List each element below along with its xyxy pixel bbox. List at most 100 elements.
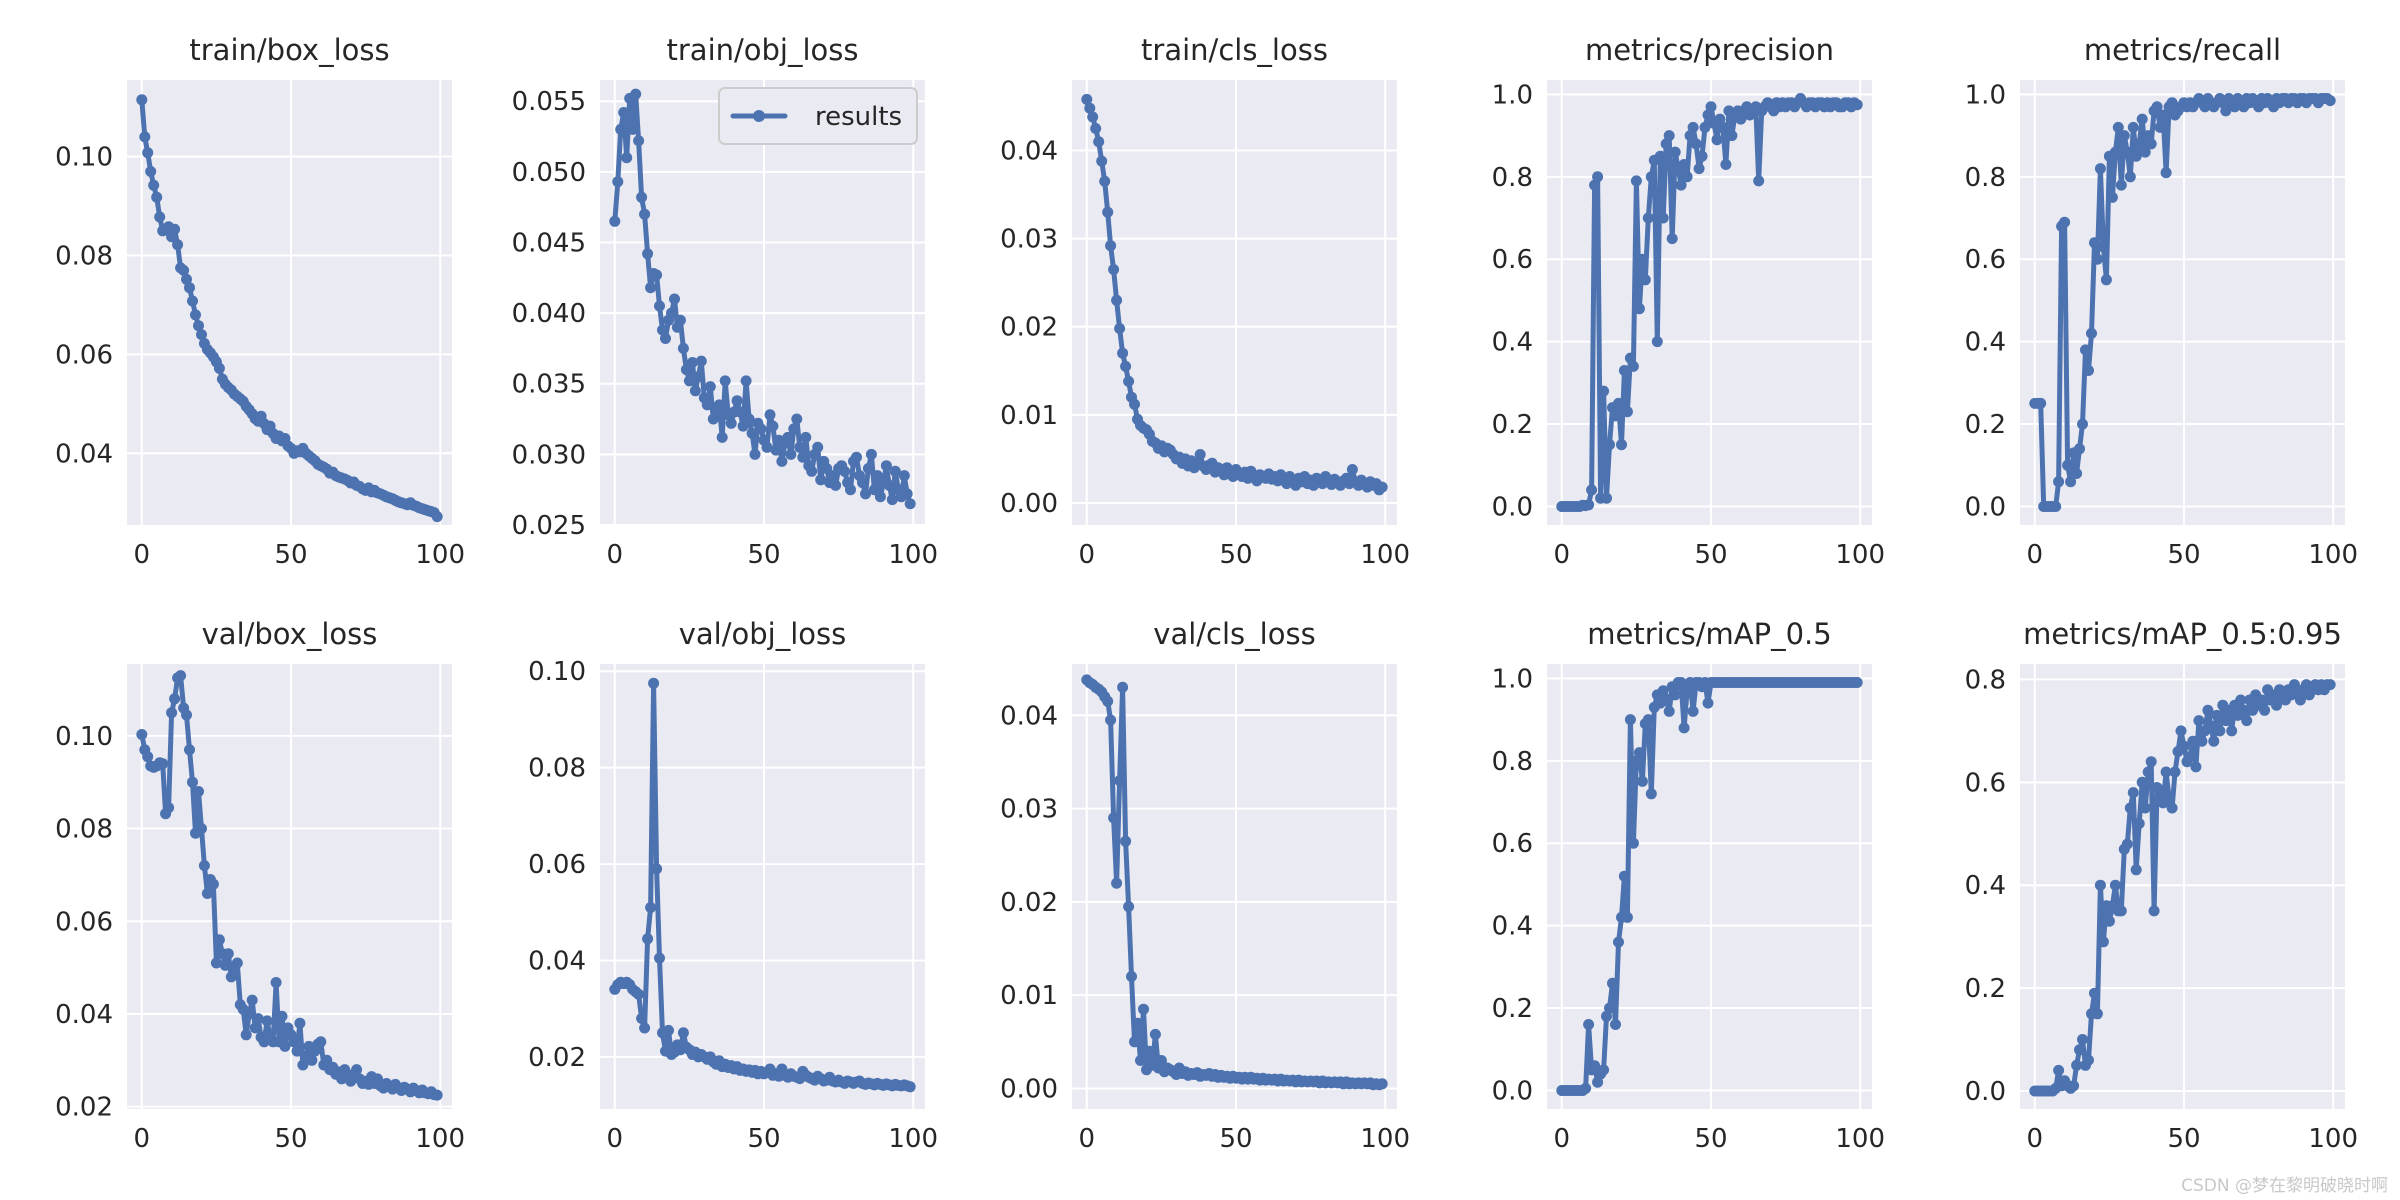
data-point xyxy=(761,441,773,453)
data-point xyxy=(1123,901,1135,913)
data-point xyxy=(2211,709,2223,721)
data-point xyxy=(1376,1078,1388,1090)
data-point xyxy=(315,1036,327,1048)
data-point xyxy=(1093,136,1105,148)
data-point xyxy=(627,123,639,135)
data-point xyxy=(674,314,686,326)
data-point xyxy=(630,88,642,100)
data-point xyxy=(1111,877,1123,889)
data-point xyxy=(190,309,201,321)
data-point xyxy=(2068,1080,2080,1092)
data-point xyxy=(288,1036,300,1048)
data-point xyxy=(201,888,213,899)
y-tick-label: 0.6 xyxy=(1965,768,2006,798)
data-point xyxy=(1114,775,1126,787)
data-point xyxy=(1589,1060,1601,1072)
data-point xyxy=(618,107,630,118)
data-point xyxy=(2256,694,2268,706)
data-point xyxy=(2091,253,2103,265)
y-tick-label: 0.06 xyxy=(55,907,113,937)
data-point xyxy=(2124,171,2136,183)
data-point xyxy=(291,1045,303,1057)
data-point xyxy=(2139,802,2151,814)
data-point xyxy=(689,385,701,397)
data-point xyxy=(196,329,207,341)
y-tick-label: 0.02 xyxy=(1000,888,1058,918)
subplot-title: metrics/mAP_0.5:0.95 xyxy=(2023,617,2342,651)
data-point xyxy=(746,427,758,439)
data-point xyxy=(749,448,761,460)
subplot-title: train/cls_loss xyxy=(1141,33,1328,67)
data-point xyxy=(734,406,746,418)
y-tick-label: 0.10 xyxy=(55,722,113,752)
y-tick-label: 0.030 xyxy=(512,440,586,470)
x-tick-label: 50 xyxy=(274,1124,307,1154)
data-point xyxy=(2157,109,2169,121)
data-point xyxy=(1580,1082,1592,1094)
data-point xyxy=(782,431,794,443)
data-point xyxy=(1687,705,1699,717)
data-point xyxy=(187,295,198,307)
data-point xyxy=(169,223,181,235)
data-point xyxy=(157,758,169,770)
data-point xyxy=(901,488,913,500)
data-point xyxy=(166,707,178,719)
data-point xyxy=(677,1027,689,1039)
subplot-0: 0 50 100 0.04 0.06 0.08 0.10 train/box_loss xyxy=(55,33,465,570)
data-point xyxy=(2154,787,2166,799)
y-tick-label: 1.0 xyxy=(1965,80,2006,110)
y-tick-label: 0.01 xyxy=(1000,981,1058,1011)
data-point xyxy=(1111,294,1123,306)
data-point xyxy=(306,1054,318,1066)
y-tick-label: 0.02 xyxy=(1000,313,1058,343)
data-point xyxy=(1717,121,1729,133)
data-point xyxy=(2071,1059,2083,1071)
data-point xyxy=(1627,837,1639,849)
data-point xyxy=(163,802,175,814)
subplot-title: metrics/precision xyxy=(1585,33,1834,67)
data-point xyxy=(2094,163,2106,175)
data-point xyxy=(231,957,243,969)
y-tick-label: 0.00 xyxy=(1000,489,1058,519)
data-point xyxy=(1696,150,1708,162)
data-point xyxy=(169,693,181,705)
data-point xyxy=(839,465,851,477)
data-point xyxy=(1627,360,1639,372)
data-point xyxy=(2097,936,2109,948)
data-point xyxy=(1604,1002,1615,1014)
data-point xyxy=(243,1008,255,1020)
plot-area xyxy=(600,80,925,525)
y-tick-label: 0.08 xyxy=(528,754,586,784)
data-point xyxy=(2074,443,2085,455)
data-point xyxy=(862,463,874,474)
data-point xyxy=(2175,725,2187,737)
legend-box xyxy=(718,87,918,145)
data-point xyxy=(279,1040,291,1052)
data-point xyxy=(2080,344,2091,356)
data-point xyxy=(1660,693,1672,705)
subplot-title: val/box_loss xyxy=(202,617,378,651)
data-point xyxy=(657,324,668,336)
data-point xyxy=(663,1024,674,1036)
data-point xyxy=(175,670,187,682)
data-point xyxy=(2139,146,2151,158)
data-point xyxy=(1663,705,1675,717)
data-point xyxy=(1711,134,1723,146)
x-tick-label: 0 xyxy=(133,540,150,570)
data-point xyxy=(1753,175,1765,187)
data-point xyxy=(2097,241,2109,253)
data-point xyxy=(172,239,184,251)
data-point xyxy=(797,451,809,463)
data-point xyxy=(2065,476,2077,488)
data-point xyxy=(1726,130,1738,142)
y-tick-label: 0.04 xyxy=(1000,136,1058,166)
x-tick-label: 50 xyxy=(1219,1124,1252,1154)
data-point xyxy=(246,994,258,1006)
data-point xyxy=(2083,1054,2094,1066)
data-point xyxy=(252,1013,264,1025)
y-tick-label: 0.06 xyxy=(55,340,113,370)
data-point xyxy=(2118,130,2130,142)
y-tick-label: 0.2 xyxy=(1492,994,1533,1024)
data-point xyxy=(883,479,895,491)
x-tick-label: 100 xyxy=(1360,1124,1410,1154)
